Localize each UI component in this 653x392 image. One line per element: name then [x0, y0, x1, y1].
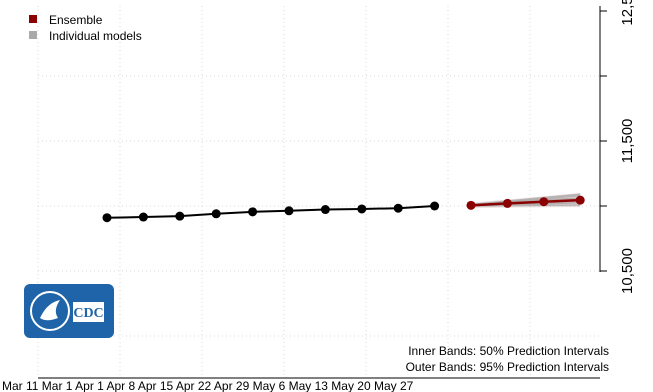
observed-point — [430, 201, 440, 211]
y-tick-label: 12,5 — [619, 0, 636, 26]
observed-point — [175, 211, 185, 221]
observed-point — [357, 204, 367, 214]
cdc-logo: CDC — [24, 284, 114, 338]
legend-label-ensemble: Ensemble — [49, 13, 103, 27]
y-axis — [599, 6, 607, 272]
individual-model-line — [470, 204, 581, 207]
ensemble-point — [575, 195, 585, 205]
y-tick-label: 11,500 — [619, 119, 636, 164]
cdc-logo-badge — [73, 302, 104, 322]
ensemble-point — [539, 197, 549, 207]
observed-point — [211, 209, 221, 219]
y-tick-label: 10,500 — [619, 248, 636, 294]
observed-line — [106, 205, 435, 219]
grid-lines — [37, 6, 600, 378]
legend: Ensemble Individual models — [29, 13, 142, 43]
legend-label-individual-models: Individual models — [49, 29, 142, 43]
observed-point — [248, 207, 258, 217]
hhs-seal-icon — [30, 291, 70, 331]
cdc-logo-text: CDC — [73, 306, 103, 321]
observed-point — [320, 205, 330, 215]
observed-point — [393, 203, 403, 213]
series-points — [102, 195, 585, 223]
individual-model-line — [470, 193, 581, 206]
ensemble-point — [466, 200, 476, 210]
legend-swatch-ensemble — [29, 15, 37, 23]
legend-swatch-individual-models — [29, 31, 37, 39]
eagle-icon — [40, 300, 60, 321]
ensemble-point — [502, 198, 512, 208]
series-lines — [106, 198, 581, 219]
note-inner-bands: Inner Bands: 50% Prediction Intervals — [408, 344, 609, 358]
observed-point — [138, 212, 148, 222]
note-outer-bands: Outer Bands: 95% Prediction Intervals — [406, 360, 609, 374]
observed-point — [284, 206, 294, 216]
ensemble-line — [470, 198, 581, 207]
observed-point — [102, 213, 112, 223]
x-axis-date-labels: Mar 11 Mar 1 Apr 1 Apr 8 Apr 15 Apr 22 A… — [2, 379, 414, 392]
y-tick-labels: 10,500 11,500 12,5 — [619, 0, 636, 294]
